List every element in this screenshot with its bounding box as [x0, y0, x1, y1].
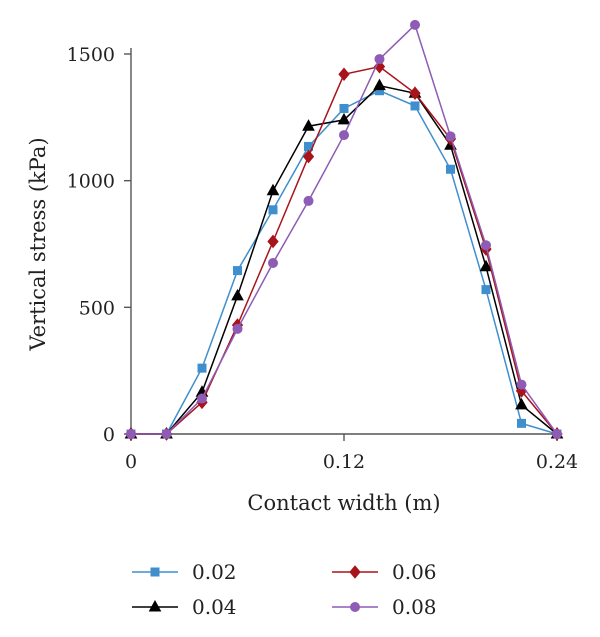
series-0.08 [126, 19, 562, 439]
data-point [481, 240, 491, 251]
data-point [266, 183, 280, 196]
data-point [126, 429, 136, 439]
legend-label: 0.04 [192, 595, 237, 619]
data-point [197, 363, 207, 373]
legend-label: 0.06 [392, 560, 437, 584]
y-tick-label: 500 [79, 297, 115, 319]
data-point [552, 429, 562, 439]
y-axis-title: Vertical stress (kPa) [26, 137, 50, 351]
legend-item-0.06: 0.06 [332, 560, 437, 584]
data-point [233, 266, 242, 276]
data-point [338, 67, 350, 82]
data-point [161, 429, 172, 439]
legend-marker [150, 567, 160, 577]
legend: 0.02 0.04 0.06 0.08 [132, 560, 437, 619]
legend-marker [349, 565, 361, 579]
axes: 0 500 1000 1500 0 0.12 0.24 [67, 44, 579, 473]
legend-item-0.02: 0.02 [132, 560, 237, 584]
x-tick-label: 0.12 [323, 451, 365, 473]
data-point [481, 285, 491, 295]
legend-label: 0.02 [192, 560, 237, 584]
data-point [446, 164, 455, 174]
data-point [339, 130, 349, 141]
data-point [337, 112, 351, 125]
series-line [131, 23, 558, 435]
data-point [267, 234, 279, 249]
series-layer [124, 19, 564, 441]
data-point [232, 323, 243, 334]
legend-marker [148, 599, 162, 612]
data-point [373, 78, 386, 91]
data-point [479, 259, 493, 272]
data-point [231, 288, 244, 301]
legend-item-0.08: 0.08 [332, 595, 437, 619]
legend-item-0.04: 0.04 [132, 595, 237, 619]
data-point [302, 149, 315, 164]
data-point [339, 103, 349, 113]
data-point [516, 379, 527, 390]
legend-marker [350, 602, 360, 612]
x-axis-title: Contact width (m) [247, 491, 440, 515]
data-point [409, 86, 421, 101]
data-point [197, 393, 207, 404]
series-line [131, 89, 558, 435]
data-point [410, 101, 420, 111]
data-point [517, 418, 526, 428]
data-point [302, 119, 315, 131]
y-tick-label: 1000 [67, 171, 115, 193]
data-point [445, 131, 456, 142]
data-point [515, 397, 528, 410]
data-point [303, 195, 314, 206]
data-point [374, 54, 385, 65]
data-point [268, 258, 278, 268]
data-point [410, 19, 420, 30]
legend-label: 0.08 [392, 595, 437, 619]
y-tick-label: 0 [103, 424, 115, 446]
x-tick-label: 0 [125, 451, 137, 473]
x-tick-label: 0.24 [536, 451, 578, 473]
data-point [268, 205, 278, 215]
y-tick-label: 1500 [67, 44, 115, 66]
